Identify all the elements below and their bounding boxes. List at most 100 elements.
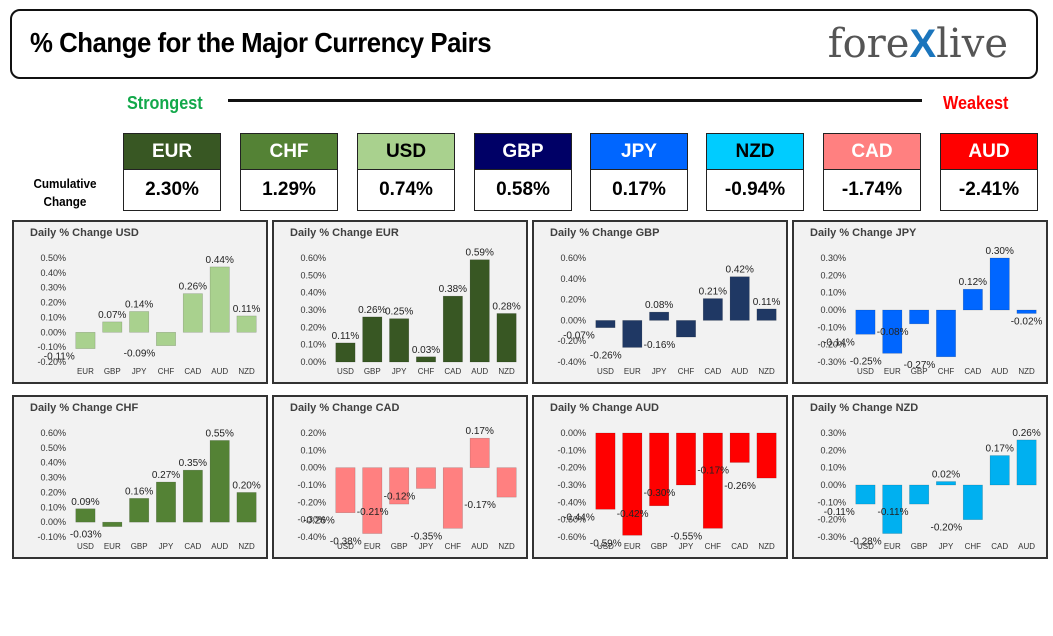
- y-tick-label: -0.30%: [297, 515, 326, 525]
- data-label: 0.35%: [179, 458, 207, 469]
- bar-aud: [209, 266, 230, 333]
- data-label: -0.55%: [671, 531, 703, 542]
- bar-chart: 0.00% -0.10% -0.20% -0.30% -0.40% -0.50% -0.60…: [557, 428, 777, 551]
- x-category-label: JPY: [159, 542, 174, 551]
- currency-box-gbp: GBP 0.58%: [474, 133, 572, 212]
- currency-code: CHF: [240, 133, 338, 170]
- data-label: -0.26%: [303, 516, 335, 527]
- y-tick-label: 0.00%: [300, 463, 326, 473]
- bar-usd: [335, 342, 356, 363]
- y-tick-label: 0.30%: [300, 305, 326, 315]
- bar-usd: [595, 432, 616, 510]
- data-label: -0.42%: [617, 509, 649, 520]
- chart-panel-cad: Daily % Change CAD 0.20% 0.10% 0.00% -0.10% -…: [272, 395, 528, 559]
- y-tick-label: 0.00%: [40, 327, 66, 337]
- data-label: -0.02%: [1011, 316, 1043, 327]
- y-tick-label: -0.40%: [557, 497, 586, 507]
- y-tick-label: 0.20%: [820, 445, 846, 455]
- bar-chf: [442, 467, 463, 529]
- bar-usd: [335, 467, 356, 513]
- x-category-label: AUD: [991, 367, 1008, 376]
- data-label: 0.16%: [125, 486, 153, 497]
- x-category-label: GBP: [131, 542, 148, 551]
- y-tick-label: -0.20%: [557, 336, 586, 346]
- y-tick-label: 0.60%: [560, 253, 586, 263]
- data-label: 0.28%: [492, 301, 520, 312]
- data-label: 0.25%: [385, 307, 413, 318]
- y-tick-label: -0.10%: [557, 445, 586, 455]
- chart-title: Daily % Change GBP: [550, 227, 660, 239]
- strongest-label: Strongest: [127, 93, 203, 113]
- currency-box-chf: CHF 1.29%: [240, 133, 338, 212]
- data-label: 0.03%: [412, 345, 440, 356]
- currency-box-jpy: JPY 0.17%: [590, 133, 688, 212]
- y-tick-label: 0.20%: [40, 298, 66, 308]
- bar-nzd: [1016, 309, 1037, 314]
- x-category-label: EUR: [884, 367, 901, 376]
- bar-chart: 0.60% 0.50% 0.40% 0.30% 0.20% 0.10% 0.00% -0.10…: [37, 428, 260, 551]
- x-category-label: NZD: [498, 542, 515, 551]
- bar-chf: [156, 332, 176, 346]
- x-category-label: AUD: [471, 542, 488, 551]
- data-label: -0.20%: [931, 523, 963, 534]
- x-category-label: NZD: [498, 367, 515, 376]
- chart-panel-nzd: Daily % Change NZD 0.30% 0.20% 0.10% 0.00% -0…: [792, 395, 1048, 559]
- data-label: -0.08%: [877, 327, 909, 338]
- bar-cad: [182, 469, 203, 523]
- x-category-label: AUD: [731, 367, 748, 376]
- data-label: 0.17%: [466, 426, 494, 437]
- currency-code: USD: [357, 133, 455, 170]
- cumulative-change-value: -2.41%: [940, 170, 1038, 211]
- bar-nzd: [236, 492, 257, 523]
- chart-panel-gbp: Daily % Change GBP 0.60% 0.40% 0.20% 0.00% -0…: [532, 220, 788, 384]
- bar-eur: [102, 521, 123, 527]
- x-category-label: USD: [337, 367, 354, 376]
- x-category-label: EUR: [364, 542, 381, 551]
- data-label: 0.11%: [332, 331, 360, 342]
- data-label: 0.42%: [726, 265, 754, 276]
- x-category-label: GBP: [104, 367, 121, 376]
- data-label: -0.12%: [384, 491, 416, 502]
- x-category-label: CAD: [184, 367, 201, 376]
- y-tick-label: -0.20%: [817, 340, 846, 350]
- bar-chart: 0.60% 0.40% 0.20% 0.00% -0.20% -0.40% -0.07% US…: [557, 253, 780, 376]
- bar-eur: [622, 432, 643, 536]
- y-tick-label: 0.40%: [40, 268, 66, 278]
- bar-nzd: [756, 432, 777, 479]
- bar-cad: [442, 295, 463, 363]
- cumulative-change-value: -1.74%: [823, 170, 921, 211]
- x-category-label: JPY: [939, 542, 954, 551]
- data-label: -0.17%: [464, 500, 496, 511]
- data-label: 0.08%: [645, 300, 673, 311]
- data-label: 0.14%: [125, 299, 153, 310]
- y-tick-label: 0.20%: [40, 487, 66, 497]
- y-tick-label: 0.00%: [300, 357, 326, 367]
- logo-mark: X: [909, 22, 937, 66]
- bar-chf: [676, 320, 696, 338]
- x-category-label: AUD: [1018, 542, 1035, 551]
- x-category-label: NZD: [238, 542, 255, 551]
- y-tick-label: -0.40%: [297, 532, 326, 542]
- x-category-label: CAD: [991, 542, 1008, 551]
- data-label: -0.21%: [357, 507, 389, 518]
- bar-cad: [729, 432, 750, 463]
- chart-panel-chf: Daily % Change CHF 0.60% 0.50% 0.40% 0.30% 0.…: [12, 395, 268, 559]
- x-category-label: JPY: [419, 542, 434, 551]
- bar-nzd: [756, 308, 777, 321]
- data-label: -0.35%: [411, 531, 443, 542]
- bar-gbp: [649, 432, 670, 507]
- bar-usd: [75, 508, 96, 523]
- bar-chf: [936, 309, 956, 358]
- x-category-label: GBP: [651, 542, 668, 551]
- currency-box-cad: CAD -1.74%: [823, 133, 921, 212]
- data-label: 0.38%: [439, 284, 467, 295]
- x-category-label: CAD: [731, 542, 748, 551]
- y-tick-label: 0.50%: [300, 270, 326, 280]
- bar-jpy: [156, 481, 176, 523]
- x-category-label: CAD: [964, 367, 981, 376]
- y-tick-label: -0.20%: [557, 463, 586, 473]
- y-tick-label: 0.40%: [560, 274, 586, 284]
- bar-chf: [702, 432, 723, 529]
- y-tick-label: 0.30%: [40, 473, 66, 483]
- cumulative-change-value: 0.58%: [474, 170, 572, 211]
